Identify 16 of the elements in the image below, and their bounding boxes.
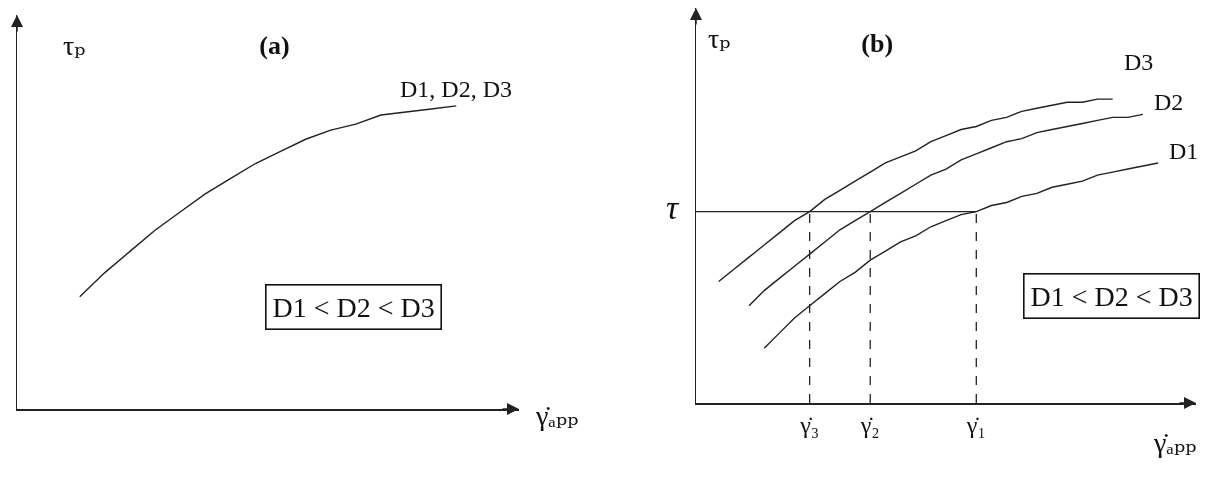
y-axis-title: τₚ (63, 30, 86, 61)
series-label: D3 (1124, 49, 1154, 75)
series-label: D2 (1154, 89, 1184, 115)
series-label: D1, D2, D3 (400, 76, 512, 102)
series-label: D1 (1169, 138, 1199, 164)
x-tick-label: γ̇₃ (799, 412, 820, 439)
ref-line-label: τ (666, 189, 680, 226)
x-tick-label: γ̇₁ (965, 412, 986, 439)
x-axis-title: γ̇ₐₚₚ (535, 400, 579, 431)
x-axis-title: γ̇ₐₚₚ (1153, 427, 1197, 458)
x-tick-label: γ̇₂ (859, 412, 880, 439)
y-axis-title: τₚ (708, 23, 731, 54)
chart-title: (b) (861, 29, 894, 59)
chart-title: (a) (259, 31, 290, 61)
annotation: D1 < D2 < D3 (272, 291, 435, 323)
annotation: D1 < D2 < D3 (1030, 280, 1193, 312)
